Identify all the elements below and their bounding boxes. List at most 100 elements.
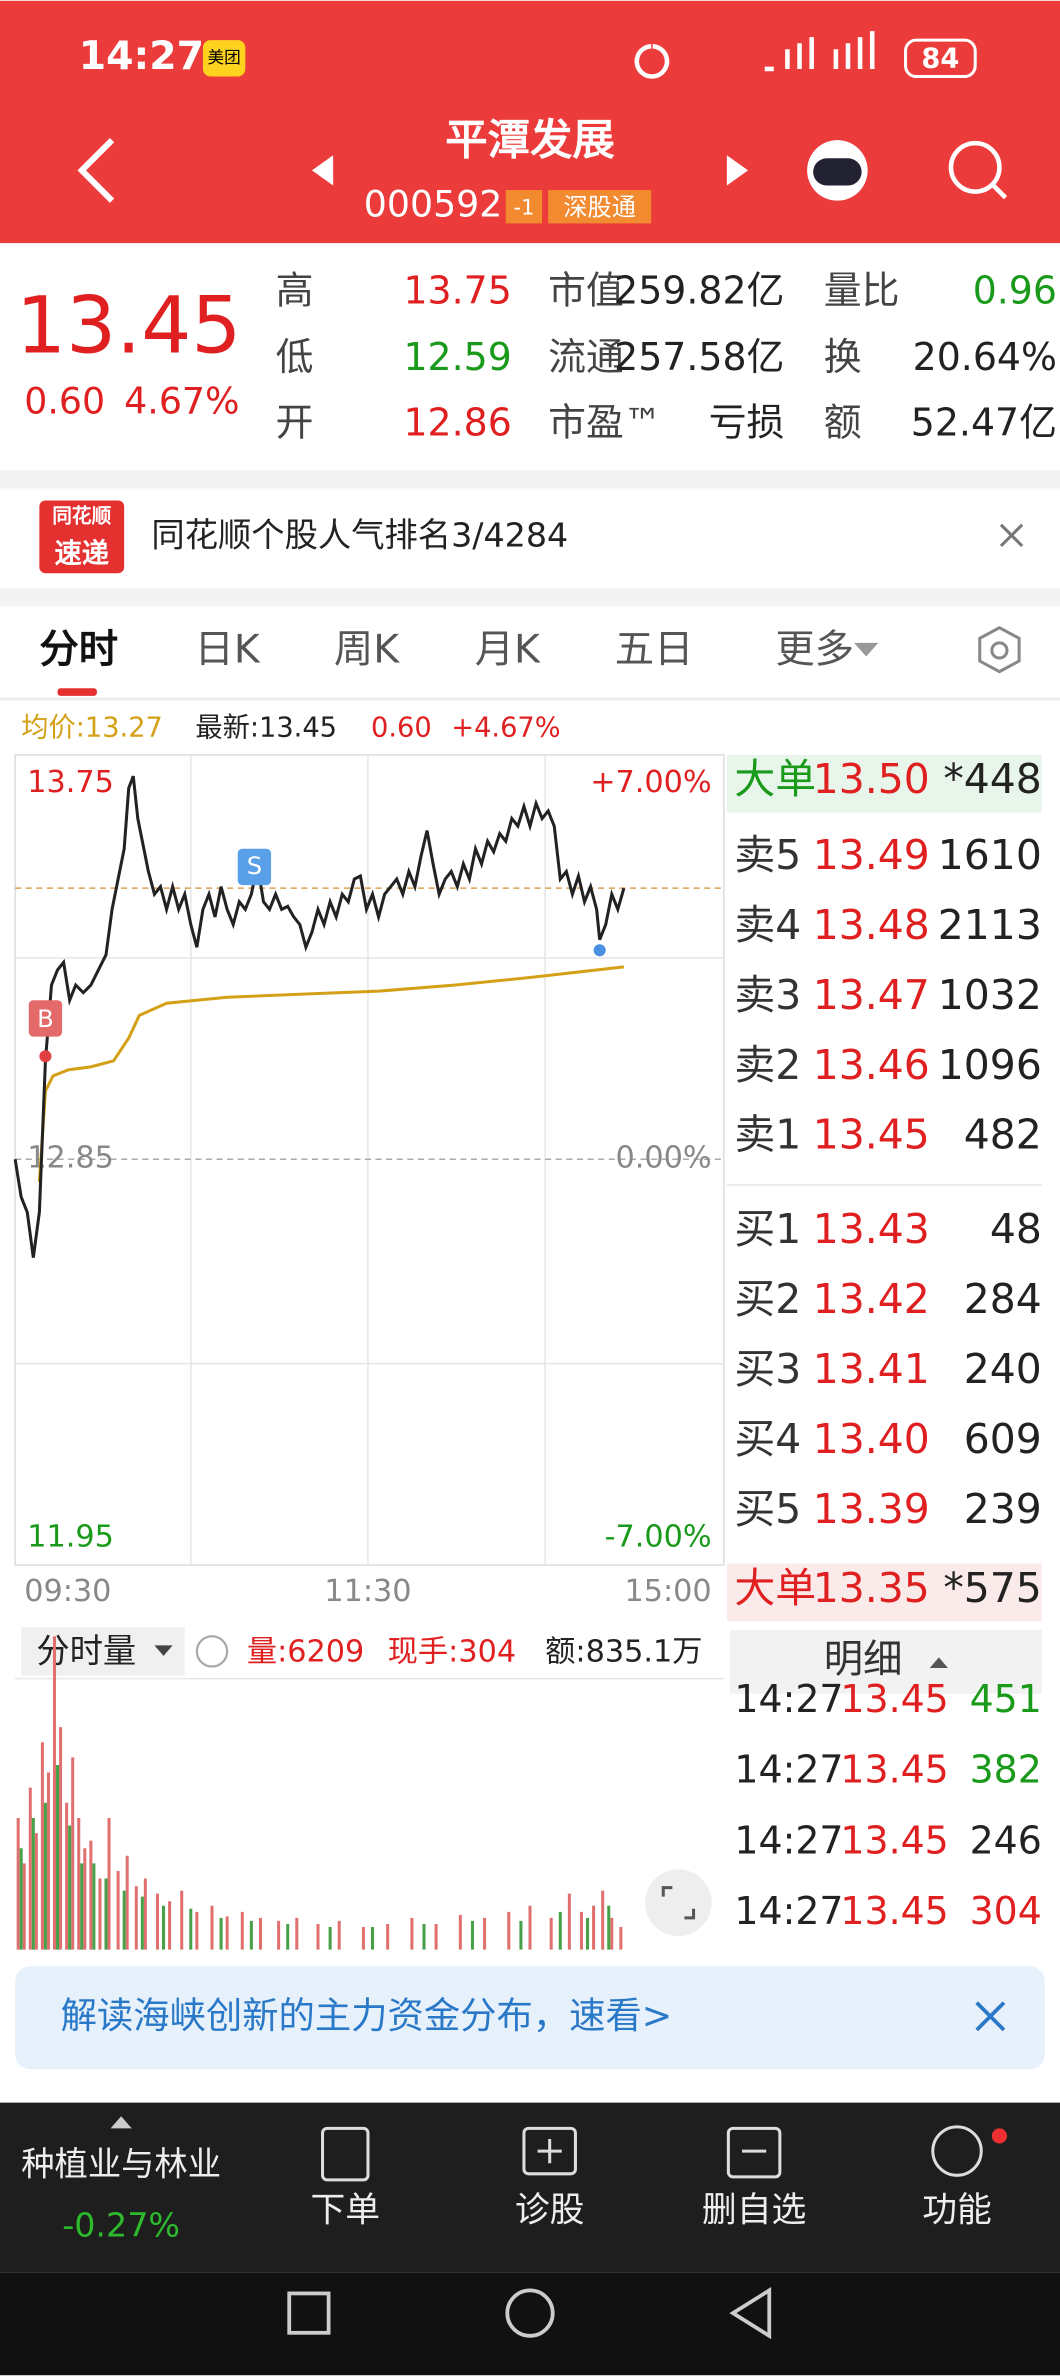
toolbar-button[interactable]: 删自选 bbox=[702, 2191, 806, 2231]
x-label: 11:30 bbox=[324, 1574, 411, 1609]
tab[interactable]: 月K bbox=[475, 626, 541, 672]
trade-price: 13.45 bbox=[840, 1818, 948, 1862]
divider bbox=[0, 697, 1060, 701]
detail-title: 明细 bbox=[824, 1636, 903, 1682]
tag-bg bbox=[548, 190, 652, 224]
field-label: 市值 bbox=[548, 269, 624, 313]
selector-arrow bbox=[154, 1645, 173, 1656]
back-button[interactable] bbox=[77, 137, 115, 203]
book-price: 13.48 bbox=[813, 901, 930, 949]
buy-marker-label: B bbox=[37, 1005, 54, 1033]
toolbar-buttons: 下单 诊股 删自选 功能 bbox=[310, 2191, 991, 2231]
tabs: 分时 日K 周K 月K 五日 更多 bbox=[39, 626, 854, 672]
x-label: 15:00 bbox=[624, 1574, 711, 1609]
settings-icon[interactable] bbox=[978, 625, 1021, 674]
sell-marker-label: S bbox=[247, 852, 262, 880]
book-label: 买4 bbox=[734, 1415, 801, 1463]
tab[interactable]: 五日 bbox=[615, 626, 694, 672]
field-value: 52.47亿 bbox=[911, 400, 1057, 444]
battery bbox=[904, 38, 977, 79]
book-price: 13.40 bbox=[813, 1415, 930, 1463]
tab-indicator bbox=[57, 688, 97, 696]
book-volume: *448 bbox=[943, 755, 1041, 803]
book-label: 卖3 bbox=[734, 971, 801, 1019]
trade-price: 13.45 bbox=[840, 1677, 948, 1721]
volume-bars-up bbox=[16, 1636, 623, 1950]
fullscreen-icon bbox=[661, 1886, 696, 1920]
tag: 深股通 bbox=[563, 193, 636, 221]
latest: 最新:13.45 bbox=[195, 713, 337, 744]
selector-bg[interactable] bbox=[21, 1627, 185, 1676]
big-buy-bg bbox=[726, 1563, 1042, 1622]
promo-close[interactable] bbox=[975, 2001, 1006, 2032]
trade-time: 14:27 bbox=[734, 1677, 843, 1721]
tab[interactable]: 周K bbox=[334, 626, 400, 672]
tab[interactable]: 日K bbox=[195, 626, 261, 672]
status-badge: 美团 bbox=[207, 48, 240, 67]
promo-bg[interactable] bbox=[15, 1966, 1045, 2070]
trade-time: 14:27 bbox=[734, 1818, 843, 1862]
search-icon[interactable] bbox=[948, 140, 1002, 194]
tab[interactable]: 更多 bbox=[775, 626, 854, 672]
toolbar-button[interactable]: 功能 bbox=[922, 2191, 992, 2231]
y-right: 0.00% bbox=[616, 1141, 712, 1176]
help-icon[interactable] bbox=[195, 1635, 229, 1668]
trade-volume: 246 bbox=[970, 1818, 1042, 1862]
avg-line bbox=[37, 965, 625, 1183]
nav-back[interactable] bbox=[729, 2286, 772, 2340]
banner-close[interactable] bbox=[999, 523, 1024, 548]
price-change-pct: 4.67% bbox=[124, 380, 239, 423]
fullscreen-button[interactable] bbox=[645, 1869, 712, 1937]
tag: -1 bbox=[513, 194, 534, 219]
field-label: 流通 bbox=[548, 335, 624, 379]
book-volume: 284 bbox=[964, 1275, 1042, 1323]
logo-top: 同花顺 bbox=[52, 505, 111, 528]
toolbar-button[interactable]: 诊股 bbox=[515, 2191, 585, 2231]
sell-marker[interactable] bbox=[237, 848, 272, 886]
icon-diagnose bbox=[522, 2126, 577, 2176]
divider bbox=[0, 588, 1060, 607]
book-volume: 1096 bbox=[938, 1041, 1042, 1089]
field-label: 量比 bbox=[824, 269, 900, 313]
robot-face bbox=[813, 158, 862, 186]
nav-recent[interactable] bbox=[287, 2291, 331, 2335]
trade-volume: 304 bbox=[970, 1889, 1042, 1933]
nav-home[interactable] bbox=[505, 2288, 555, 2338]
field-value: 257.58亿 bbox=[614, 335, 784, 379]
book-price: 13.49 bbox=[813, 831, 930, 879]
book-volume: *575 bbox=[943, 1564, 1041, 1612]
trade-volume: 451 bbox=[970, 1677, 1042, 1721]
volume-selector: 分时量 bbox=[36, 1631, 136, 1670]
tag-bg bbox=[505, 190, 543, 224]
tab[interactable]: 分时 bbox=[39, 626, 118, 672]
book-label: 卖1 bbox=[734, 1111, 801, 1159]
field-value: 259.82亿 bbox=[614, 269, 784, 313]
y-left: 11.95 bbox=[27, 1519, 114, 1554]
volume-amount: 额:835.1万 bbox=[545, 1634, 702, 1669]
book-label: 卖2 bbox=[734, 1041, 801, 1089]
book-price: 13.50 bbox=[813, 755, 930, 803]
book-price: 13.45 bbox=[813, 1111, 930, 1159]
toolbar-button[interactable]: 下单 bbox=[310, 2191, 380, 2231]
book-label: 大单 bbox=[734, 755, 816, 803]
book-label: 买5 bbox=[734, 1485, 801, 1533]
sell-dot bbox=[593, 944, 606, 957]
buy-marker[interactable] bbox=[28, 1000, 63, 1037]
field-label: 高 bbox=[276, 269, 314, 313]
stock-name: 平潭发展 bbox=[445, 116, 615, 165]
big-sell-bg bbox=[726, 754, 1042, 813]
volume-bars-down bbox=[19, 1764, 611, 1950]
book-label: 买3 bbox=[734, 1345, 801, 1393]
icon-function bbox=[931, 2125, 983, 2177]
trade-price: 13.45 bbox=[840, 1889, 948, 1933]
detail-header-bg[interactable] bbox=[729, 1630, 1042, 1694]
book-label: 卖5 bbox=[734, 831, 801, 879]
divider bbox=[0, 470, 1060, 489]
trade-time: 14:27 bbox=[734, 1748, 843, 1792]
banner-text[interactable]: 同花顺个股人气排名3/4284 bbox=[151, 515, 568, 554]
sector[interactable]: 种植业与林业 bbox=[21, 2145, 221, 2184]
price-change: 0.60 bbox=[24, 380, 105, 423]
